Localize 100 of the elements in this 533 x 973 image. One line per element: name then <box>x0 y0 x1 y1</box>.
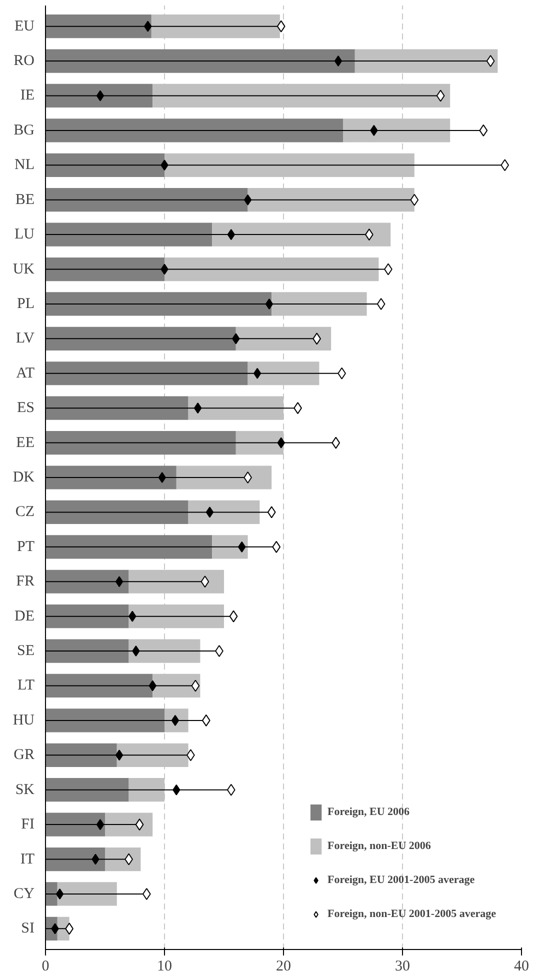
bar <box>176 466 272 490</box>
x-tick-label: 10 <box>157 958 172 973</box>
y-tick-label: SE <box>16 643 35 660</box>
legend-label: Foreign, EU 2006 <box>328 806 410 818</box>
bar <box>46 743 117 767</box>
y-tick-label: BE <box>15 192 35 208</box>
x-tick-label: 20 <box>276 958 291 973</box>
point <box>376 298 386 310</box>
bar <box>46 430 236 455</box>
bar <box>46 708 164 732</box>
bar <box>212 222 391 246</box>
bar <box>46 882 58 906</box>
legend-label: Foreign, non-EU 2001-2005 average <box>328 908 496 920</box>
point <box>229 610 238 622</box>
bar <box>46 812 105 836</box>
point <box>272 540 281 553</box>
bar <box>46 466 176 490</box>
point <box>244 194 252 206</box>
legend-label: Foreign, EU 2001-2005 average <box>328 874 475 886</box>
point <box>276 20 286 32</box>
point <box>200 576 210 588</box>
y-tick-label: CZ <box>15 504 35 520</box>
point <box>226 784 236 796</box>
point <box>253 368 262 379</box>
point <box>191 680 200 692</box>
point <box>479 124 488 136</box>
legend-label: Foreign, non-EU 2006 <box>328 840 431 852</box>
y-tick-label: IT <box>20 851 35 868</box>
y-tick-label: CY <box>14 886 35 902</box>
bar <box>236 430 284 455</box>
y-tick-label: GR <box>14 747 35 764</box>
bar <box>46 570 129 594</box>
point <box>410 194 419 206</box>
point <box>334 56 342 67</box>
y-tick-label: NL <box>14 157 35 174</box>
y-tick-label: PT <box>16 538 35 555</box>
bar <box>46 257 164 282</box>
y-tick-label: BG <box>14 122 35 138</box>
bar <box>105 847 141 872</box>
y-tick-label: RO <box>14 53 35 70</box>
point <box>115 750 124 761</box>
bar <box>46 500 188 524</box>
point <box>202 714 210 726</box>
point <box>158 472 166 483</box>
y-tick-label: HU <box>12 712 35 728</box>
point <box>265 298 274 310</box>
bar <box>212 535 248 559</box>
point <box>142 888 151 900</box>
y-tick-label: PL <box>16 296 35 312</box>
y-tick-label: DK <box>12 470 35 486</box>
bar <box>188 500 260 524</box>
bar <box>46 639 129 663</box>
point <box>486 55 495 68</box>
bar <box>46 188 248 212</box>
bar <box>188 396 284 420</box>
y-tick-label: LT <box>18 678 35 694</box>
bar <box>46 222 212 246</box>
point <box>96 819 104 830</box>
bar <box>46 847 105 872</box>
bar <box>46 778 129 802</box>
bar <box>46 49 355 73</box>
y-tick-label: FR <box>16 574 35 590</box>
bar <box>236 326 332 350</box>
bar <box>248 362 320 386</box>
point <box>206 506 214 518</box>
bar <box>46 153 164 177</box>
bar <box>46 362 248 386</box>
y-tick-label: ES <box>16 400 35 416</box>
y-tick-label: EU <box>14 18 35 34</box>
bar <box>46 292 272 316</box>
bar <box>46 14 152 38</box>
bar <box>105 812 153 836</box>
point <box>115 576 124 588</box>
y-tick-label: LU <box>14 226 35 243</box>
point <box>436 90 445 102</box>
point <box>56 888 64 900</box>
x-tick-label: 40 <box>514 958 529 973</box>
bar <box>46 535 212 559</box>
x-tick-label: 0 <box>42 958 50 973</box>
point <box>96 90 104 102</box>
bar <box>46 326 236 350</box>
point <box>267 506 276 518</box>
y-tick-label: IE <box>20 88 35 104</box>
y-tick-label: SK <box>15 782 35 798</box>
bar <box>46 396 188 420</box>
bar <box>46 604 129 628</box>
point <box>135 818 144 831</box>
y-tick-label: LV <box>16 330 35 347</box>
bar <box>272 292 367 316</box>
point <box>500 159 510 172</box>
y-tick-label: EE <box>16 434 35 451</box>
y-tick-label: SI <box>21 920 35 937</box>
y-tick-label: DE <box>14 608 35 624</box>
point <box>332 436 340 449</box>
bar <box>46 674 153 698</box>
y-tick-label: FI <box>21 816 35 833</box>
point <box>194 402 202 414</box>
bar <box>57 882 117 906</box>
x-tick-label: 30 <box>395 958 410 973</box>
y-tick-label: UK <box>12 261 35 278</box>
